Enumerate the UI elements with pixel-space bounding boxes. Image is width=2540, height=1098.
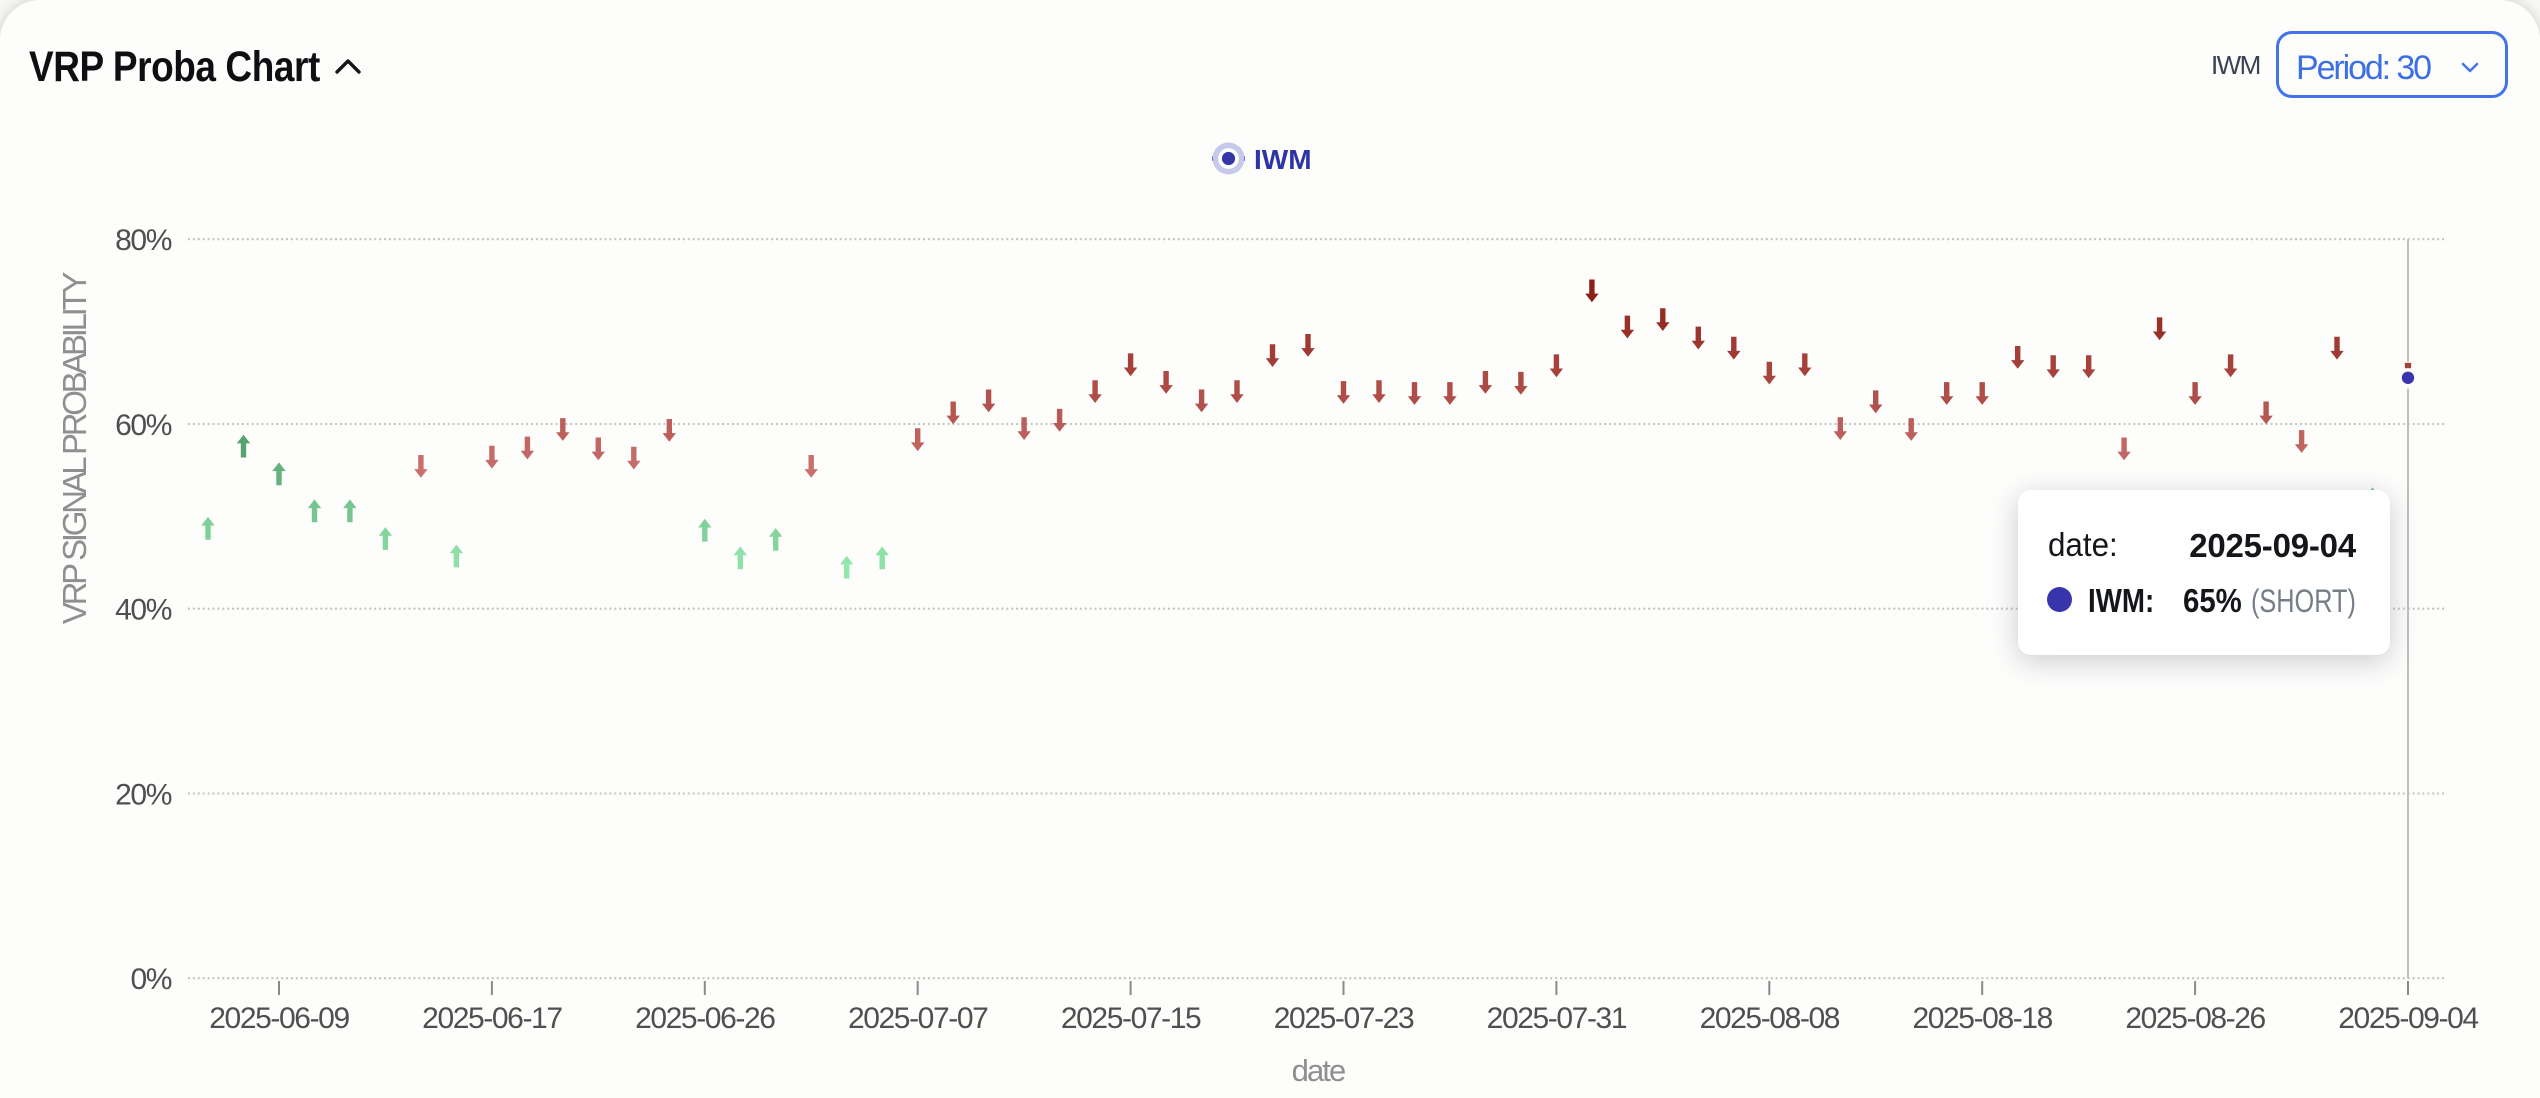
svg-text:80%: 80% bbox=[115, 224, 172, 257]
svg-text:2025-06-09: 2025-06-09 bbox=[209, 1002, 349, 1035]
svg-text:0%: 0% bbox=[130, 963, 171, 996]
svg-text:2025-08-26: 2025-08-26 bbox=[2125, 1002, 2265, 1035]
svg-text:2025-06-26: 2025-06-26 bbox=[635, 1002, 775, 1035]
svg-text:2025-07-23: 2025-07-23 bbox=[1274, 1002, 1414, 1035]
svg-text:2025-08-08: 2025-08-08 bbox=[1700, 1002, 1840, 1035]
svg-text:2025-07-15: 2025-07-15 bbox=[1061, 1002, 1201, 1035]
svg-text:2025-07-07: 2025-07-07 bbox=[848, 1002, 988, 1035]
svg-text:2025-07-31: 2025-07-31 bbox=[1487, 1002, 1627, 1035]
svg-text:VRP SIGNAL PROBABILITY: VRP SIGNAL PROBABILITY bbox=[56, 272, 93, 625]
svg-text:2025-08-18: 2025-08-18 bbox=[1912, 1002, 2052, 1035]
svg-text:date: date bbox=[1292, 1053, 1345, 1088]
svg-text:40%: 40% bbox=[115, 594, 172, 627]
svg-text:2025-06-17: 2025-06-17 bbox=[422, 1002, 562, 1035]
svg-text:20%: 20% bbox=[115, 779, 172, 812]
svg-text:60%: 60% bbox=[115, 409, 172, 442]
svg-text:2025-09-04: 2025-09-04 bbox=[2338, 1002, 2478, 1035]
